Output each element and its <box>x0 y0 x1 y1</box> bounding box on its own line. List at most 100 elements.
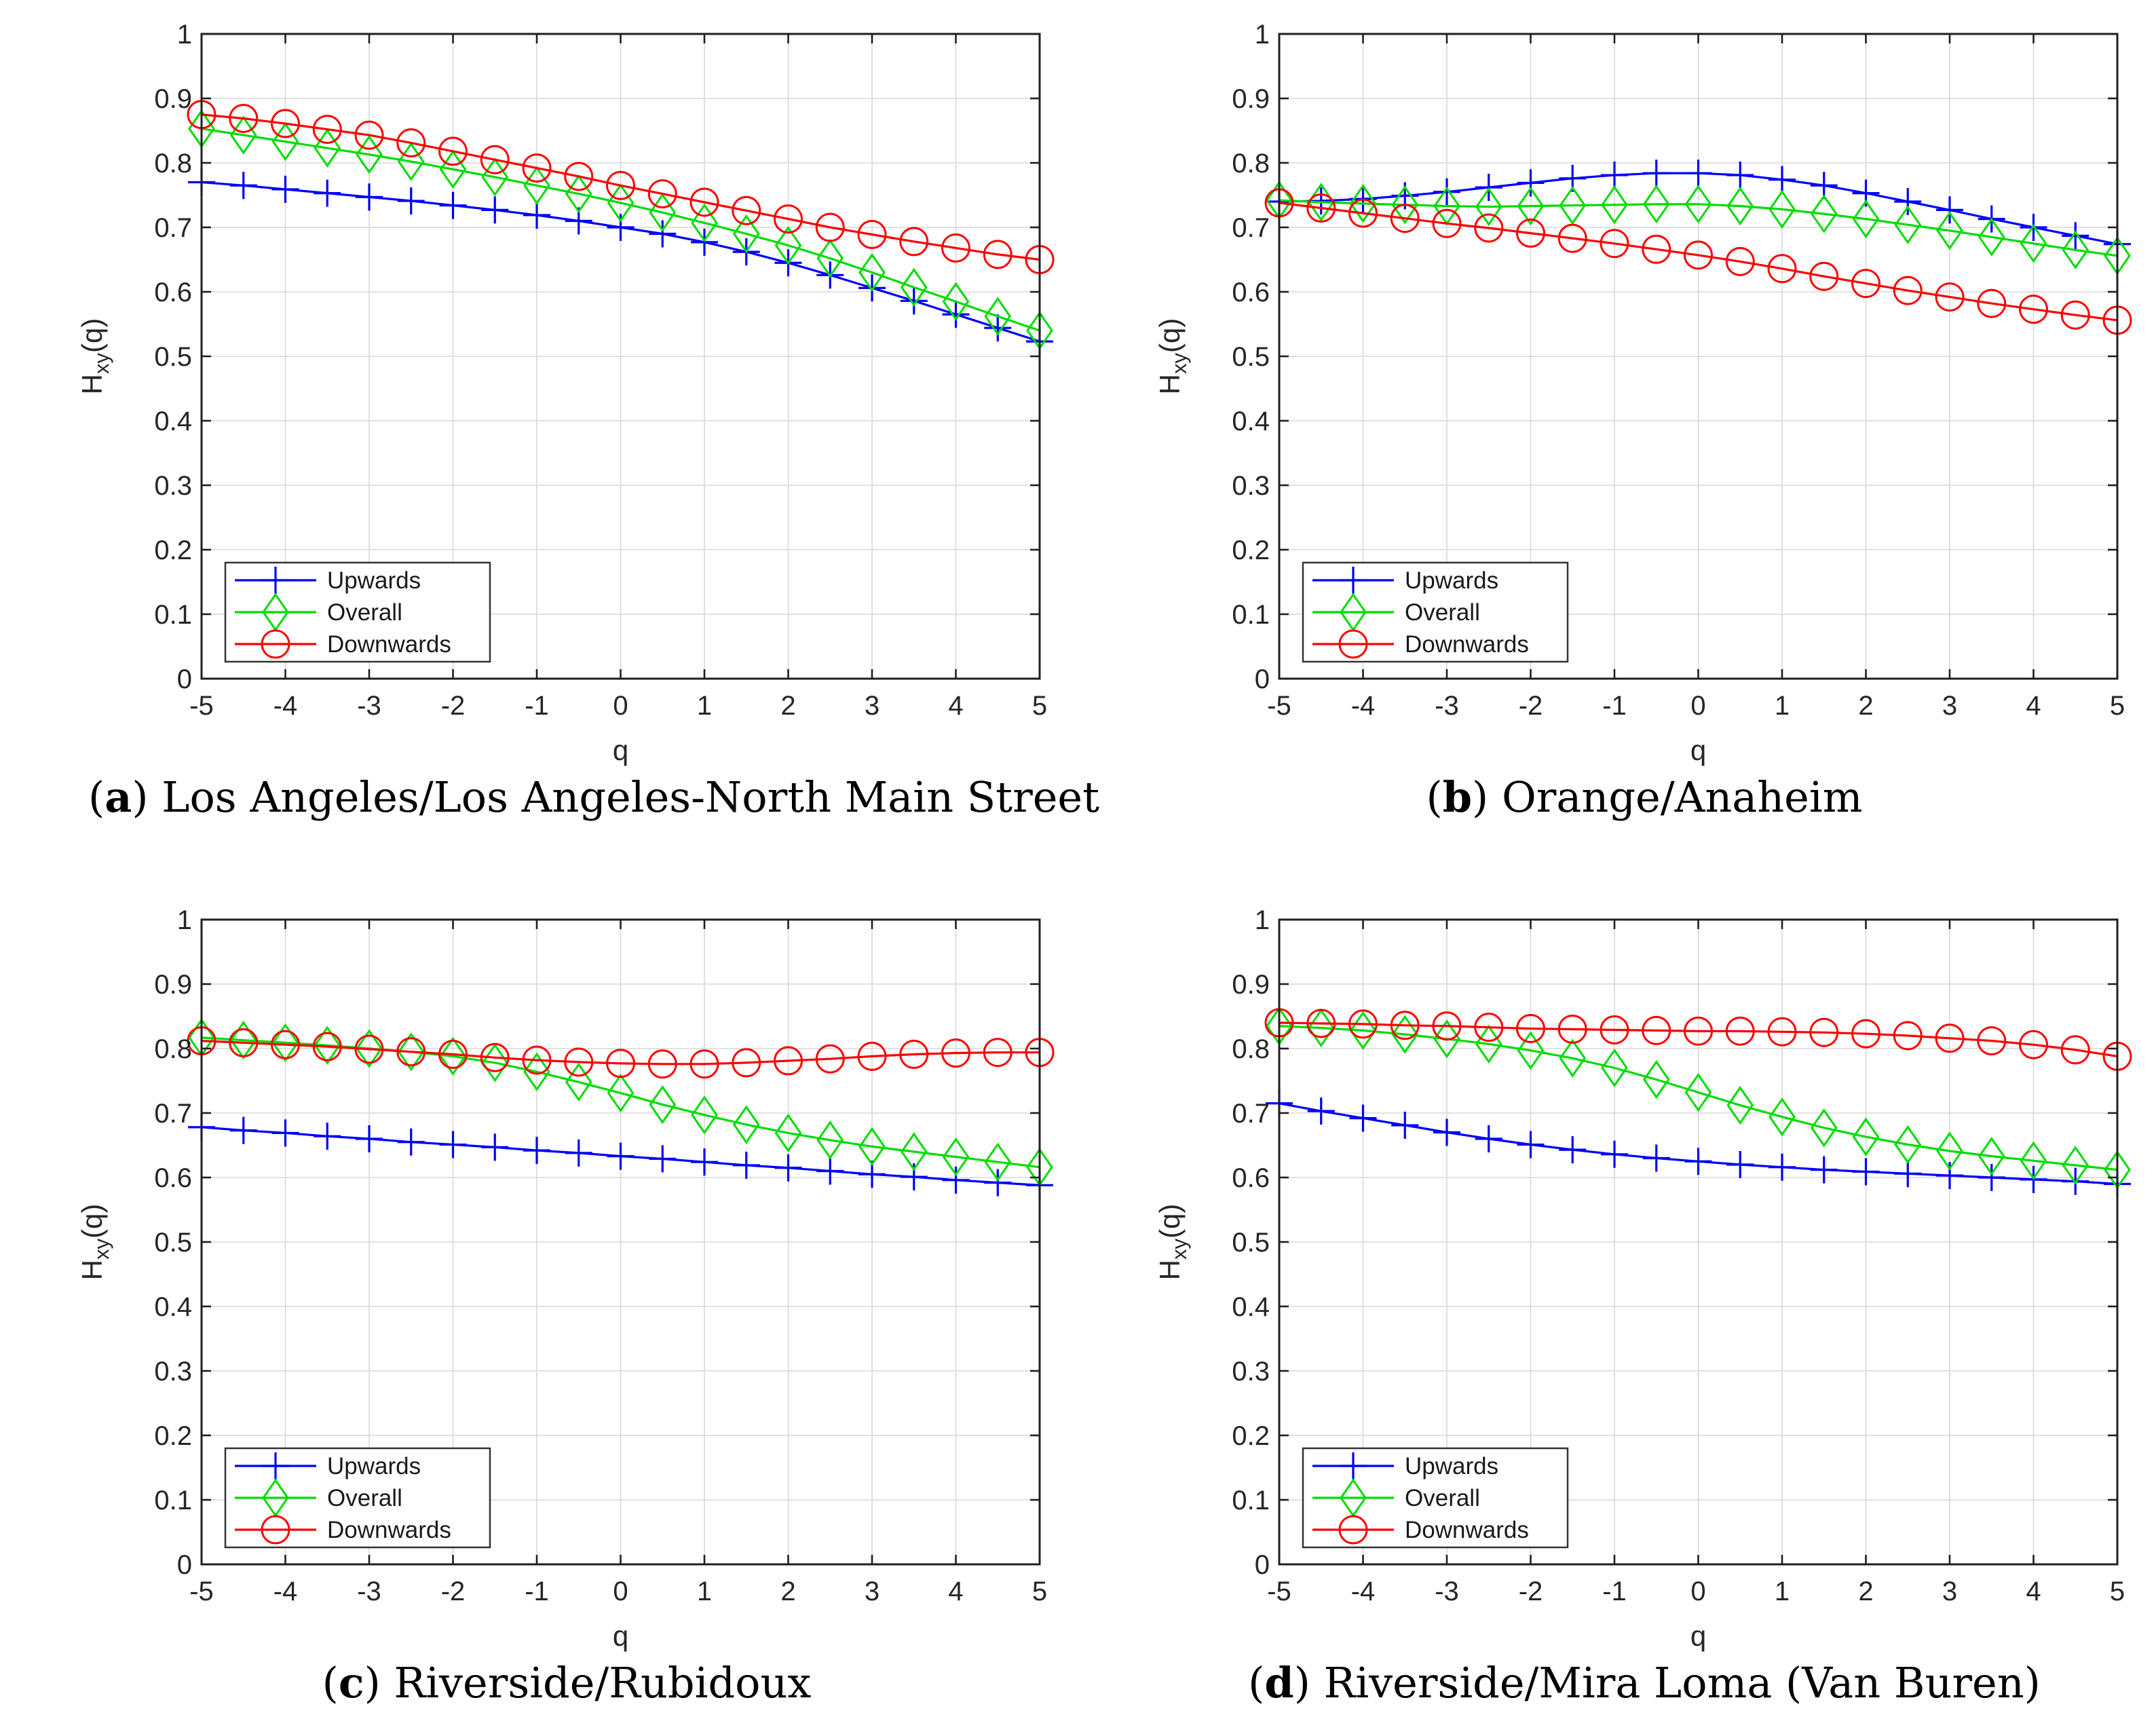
svg-text:-4: -4 <box>1351 691 1376 721</box>
svg-text:0: 0 <box>1255 664 1270 694</box>
caption-c-title: Riverside/Rubidoux <box>394 1658 812 1708</box>
svg-text:2: 2 <box>1858 1577 1873 1606</box>
caption-b-title: Orange/Anaheim <box>1501 772 1863 822</box>
svg-text:Downwards: Downwards <box>1405 631 1529 658</box>
svg-text:4: 4 <box>948 1577 963 1606</box>
svg-text:0.6: 0.6 <box>1232 1163 1270 1193</box>
svg-text:-4: -4 <box>1351 1577 1376 1606</box>
svg-text:Overall: Overall <box>1405 599 1480 626</box>
svg-text:Upwards: Upwards <box>1405 1453 1498 1479</box>
svg-text:0.9: 0.9 <box>154 84 192 114</box>
caption-d: (d) Riverside/Mira Loma (Van Buren) <box>1166 1659 2123 1707</box>
axes <box>200 918 1041 1566</box>
y-axis-label: Hxy(q) <box>76 318 113 395</box>
svg-text:q: q <box>1690 1620 1706 1652</box>
chart-d-plot: -5 -4 -3 -2 -1 0 1 2 3 4 5 0 0.1 0.2 0.3 0.4 0.5 0.6 0.7 0.… <box>1154 905 2132 1652</box>
caption-a-title: Los Angeles/Los Angeles-North Main Stree… <box>162 772 1100 822</box>
svg-text:Downwards: Downwards <box>327 1517 451 1543</box>
caption-d-close-paren: ) <box>1293 1658 1324 1708</box>
svg-text:0.8: 0.8 <box>154 1034 192 1064</box>
caption-c-close-paren: ) <box>364 1658 394 1708</box>
svg-text:5: 5 <box>2110 1577 2125 1606</box>
svg-text:4: 4 <box>2026 691 2041 721</box>
svg-text:0: 0 <box>1690 1577 1705 1606</box>
svg-text:Overall: Overall <box>1405 1485 1480 1511</box>
caption-b-letter: b <box>1442 772 1473 822</box>
svg-text:0.3: 0.3 <box>1232 1357 1270 1387</box>
svg-text:0.6: 0.6 <box>154 1163 192 1193</box>
svg-text:0.6: 0.6 <box>1232 278 1270 307</box>
y-axis-label: Hxy(q) <box>1154 1204 1191 1281</box>
svg-text:0.4: 0.4 <box>154 1292 192 1322</box>
svg-text:-3: -3 <box>1435 1577 1459 1606</box>
svg-text:0.7: 0.7 <box>1232 213 1270 243</box>
svg-text:3: 3 <box>1942 1577 1957 1606</box>
svg-text:0: 0 <box>177 1550 192 1580</box>
svg-text:-1: -1 <box>525 1577 549 1606</box>
svg-text:Upwards: Upwards <box>1405 567 1498 594</box>
svg-text:0.1: 0.1 <box>154 600 192 630</box>
svg-text:5: 5 <box>2110 691 2125 721</box>
svg-text:-2: -2 <box>441 1577 466 1606</box>
svg-text:-3: -3 <box>357 1577 381 1606</box>
svg-text:0.9: 0.9 <box>1232 84 1270 114</box>
legend: Upwards Overall Downwards <box>1302 1447 1569 1549</box>
svg-text:0.8: 0.8 <box>1232 1034 1270 1064</box>
series-downwards <box>187 100 1055 274</box>
svg-text:0.7: 0.7 <box>154 1099 192 1129</box>
series-overall <box>1266 1006 2131 1190</box>
svg-text:Upwards: Upwards <box>327 567 421 594</box>
chart-c-plot: -5 -4 -3 -2 -1 0 1 2 3 4 5 0 0.1 0.2 0.3 0.4 0.5 0.6 0.7 0.… <box>76 905 1055 1652</box>
legend: Upwards Overall Downwards <box>224 561 491 663</box>
svg-text:3: 3 <box>1942 691 1957 721</box>
svg-text:Upwards: Upwards <box>327 1453 421 1479</box>
legend: Upwards Overall Downwards <box>224 1447 491 1549</box>
svg-text:2: 2 <box>780 691 795 721</box>
series-upwards <box>1266 1089 2131 1198</box>
svg-text:-3: -3 <box>1435 691 1459 721</box>
svg-text:0.2: 0.2 <box>1232 1421 1270 1451</box>
svg-text:0.5: 0.5 <box>1232 1228 1270 1258</box>
svg-text:-5: -5 <box>1267 1577 1291 1606</box>
svg-text:1: 1 <box>697 691 712 721</box>
svg-text:1: 1 <box>1255 20 1270 50</box>
svg-text:Overall: Overall <box>327 599 402 626</box>
svg-text:0.2: 0.2 <box>1232 535 1270 565</box>
series-downwards <box>1264 1008 2132 1071</box>
caption-c-letter: c <box>338 1658 364 1708</box>
axes <box>200 33 1041 680</box>
svg-text:0.1: 0.1 <box>1232 1486 1270 1515</box>
svg-text:-2: -2 <box>441 691 466 721</box>
svg-text:4: 4 <box>2026 1577 2041 1606</box>
axes <box>1278 33 2119 680</box>
tick-labels: -5 -4 -3 -2 -1 0 1 2 3 4 5 0 0.1 0.2 0.3 0.4 0.5 0.6 0.7 0.… <box>154 905 1047 1652</box>
svg-text:Downwards: Downwards <box>327 631 451 658</box>
caption-d-open-paren: ( <box>1248 1658 1265 1708</box>
svg-text:0.9: 0.9 <box>1232 970 1270 1000</box>
tick-labels: -5 -4 -3 -2 -1 0 1 2 3 4 5 0 0.1 0.2 0.3 0.4 0.5 0.6 0.7 0.… <box>154 20 1047 766</box>
caption-b-close-paren: ) <box>1472 772 1502 822</box>
svg-text:5: 5 <box>1032 691 1047 721</box>
svg-text:-1: -1 <box>525 691 549 721</box>
panel-c: -5 -4 -3 -2 -1 0 1 2 3 4 5 0 0.1 0.2 0.3 0.4 0.5 0.6 0.7 0.… <box>0 869 1078 1734</box>
caption-b: (b) Orange/Anaheim <box>1166 773 2123 821</box>
svg-text:q: q <box>613 734 628 766</box>
svg-text:0.5: 0.5 <box>1232 342 1270 372</box>
svg-text:1: 1 <box>1255 905 1270 935</box>
svg-text:-2: -2 <box>1519 1577 1543 1606</box>
svg-text:2: 2 <box>1858 691 1873 721</box>
svg-text:2: 2 <box>780 1577 795 1606</box>
panel-d: -5 -4 -3 -2 -1 0 1 2 3 4 5 0 0.1 0.2 0.3 0.4 0.5 0.6 0.7 0.… <box>1078 869 2156 1734</box>
svg-text:0.7: 0.7 <box>154 213 192 243</box>
svg-text:0.4: 0.4 <box>1232 1292 1270 1322</box>
svg-text:q: q <box>613 1620 628 1652</box>
axes <box>1278 918 2119 1566</box>
svg-text:0.3: 0.3 <box>154 1357 192 1387</box>
svg-text:-1: -1 <box>1602 691 1627 721</box>
caption-a-open-paren: ( <box>88 772 105 822</box>
svg-text:0.8: 0.8 <box>1232 149 1270 178</box>
caption-c: (c) Riverside/Rubidoux <box>88 1659 1045 1707</box>
svg-text:3: 3 <box>865 691 880 721</box>
svg-text:1: 1 <box>1775 1577 1790 1606</box>
svg-text:1: 1 <box>177 905 192 935</box>
